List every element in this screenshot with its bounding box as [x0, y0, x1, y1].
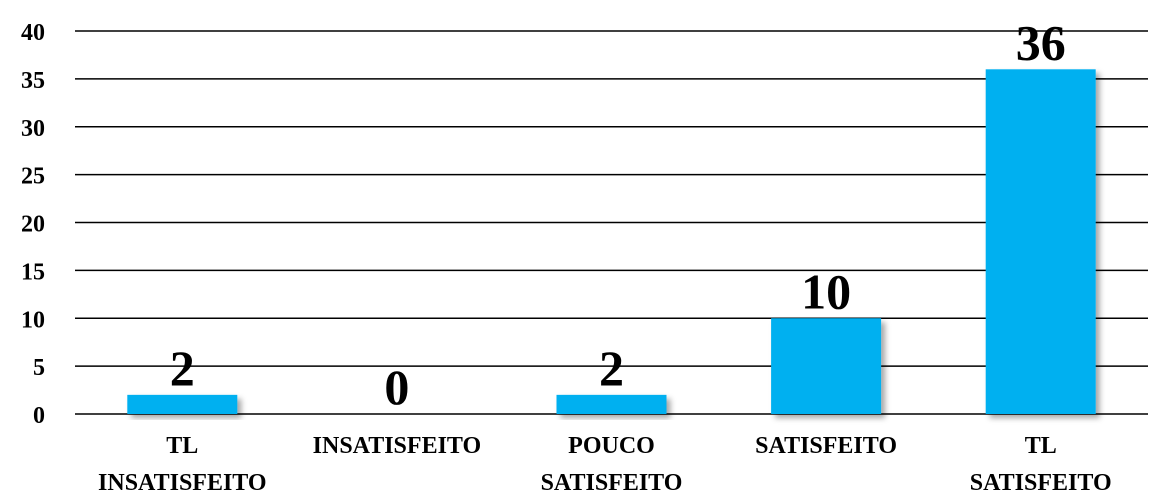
y-tick-label: 20 — [21, 212, 45, 238]
category-label: INSATISFEITO — [313, 433, 482, 459]
y-tick-label: 35 — [21, 68, 45, 94]
bar — [771, 318, 882, 414]
bars — [127, 69, 1096, 415]
category-label: INSATISFEITO — [98, 470, 267, 493]
bar — [127, 394, 238, 414]
bar — [985, 69, 1096, 415]
category-label: SATISFEITO — [541, 470, 683, 493]
y-tick-label: 5 — [33, 355, 45, 381]
y-tick-label: 30 — [21, 116, 45, 142]
y-axis-ticks: 0 5 10 15 20 25 30 35 40 — [21, 20, 45, 429]
data-label: 0 — [384, 359, 409, 415]
category-label: TL — [1025, 433, 1057, 459]
bar — [556, 394, 667, 414]
data-labels: 2 0 2 10 36 — [170, 14, 1066, 415]
y-tick-label: 0 — [33, 403, 45, 429]
y-tick-label: 10 — [21, 307, 45, 333]
x-axis-categories: TL INSATISFEITO INSATISFEITO POUCO SATISFEIT… — [98, 433, 1112, 493]
category-label: SATISFEITO — [970, 470, 1112, 493]
category-label: POUCO — [568, 433, 655, 459]
data-label: 10 — [801, 263, 851, 319]
data-label: 36 — [1016, 14, 1066, 70]
data-label: 2 — [170, 340, 195, 396]
y-tick-label: 40 — [21, 20, 45, 46]
y-tick-label: 15 — [21, 259, 45, 285]
gridlines — [75, 30, 1148, 415]
category-label: TL — [166, 433, 198, 459]
data-label: 2 — [599, 340, 624, 396]
y-tick-label: 25 — [21, 164, 45, 190]
category-label: SATISFEITO — [755, 433, 897, 459]
